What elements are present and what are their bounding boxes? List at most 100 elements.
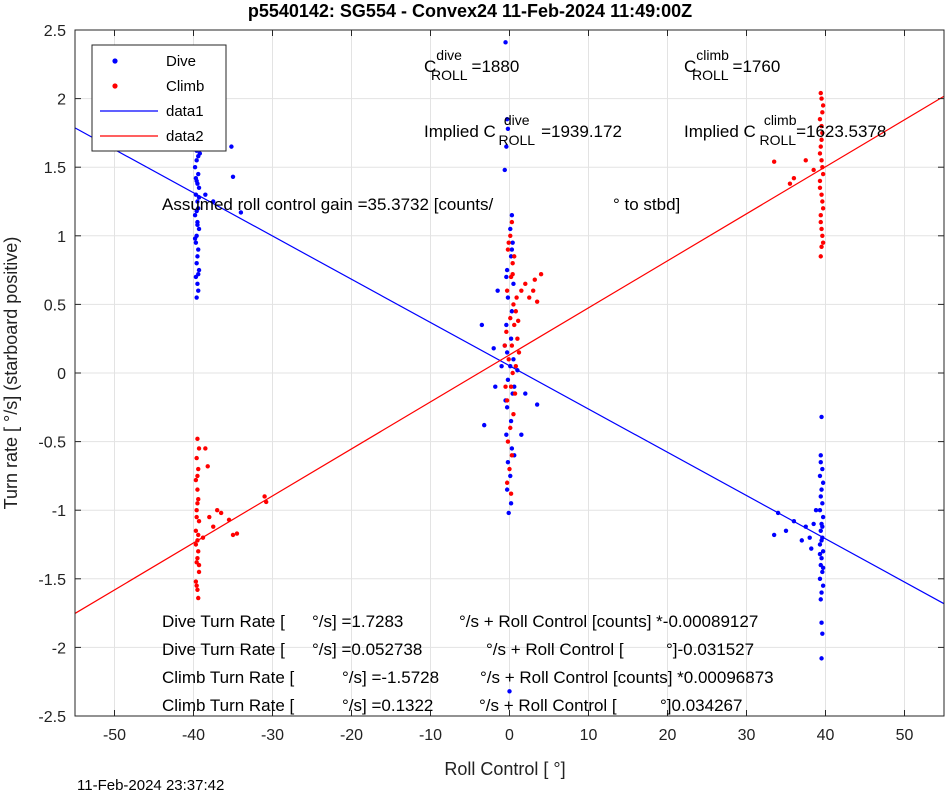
climb-point: [516, 350, 522, 355]
gain-text-left: Assumed roll control gain =35.3732 [coun…: [162, 195, 494, 214]
dive-point: [820, 549, 826, 554]
c-climb-sub: ROLL: [692, 67, 729, 83]
dive-point: [803, 524, 808, 529]
climb-point: [207, 514, 212, 520]
dive-point: [783, 528, 789, 533]
c-dive-prefix: C: [424, 57, 436, 76]
dive-point: [193, 175, 199, 181]
climb-point: [811, 167, 816, 173]
dive-point: [504, 350, 510, 355]
climb-point: [820, 199, 825, 204]
climb-point: [196, 595, 201, 601]
climb-point: [819, 96, 824, 101]
climb-point: [818, 144, 823, 149]
dive-point: [507, 689, 512, 694]
dive-point: [819, 556, 824, 561]
dive-point: [817, 473, 823, 479]
dive-point: [211, 199, 216, 204]
climb-point: [193, 579, 199, 584]
implied-dive-sub: ROLL: [499, 132, 536, 148]
climb-point: [503, 384, 508, 389]
dive-point: [196, 288, 201, 293]
climb-point: [196, 446, 202, 451]
c-climb-roll: Cclimb ROLL =1760: [684, 47, 780, 83]
dive-point: [771, 532, 777, 538]
legend-dive-marker: [112, 58, 118, 64]
climb-point: [817, 151, 823, 156]
dive-point: [820, 514, 826, 520]
y-tick-label: 2.5: [44, 23, 66, 40]
dive-point: [508, 501, 514, 506]
dive-point: [512, 384, 517, 389]
implied-c-dive: Implied C dive ROLL =1939.172: [424, 112, 622, 148]
climb-point: [817, 178, 823, 184]
dive-point: [818, 597, 823, 602]
climb-point: [195, 556, 200, 561]
y-tick-label: -2: [52, 640, 66, 657]
dive-point: [196, 195, 202, 200]
dive-point: [504, 267, 510, 273]
dive-point: [508, 336, 514, 341]
climb-point: [194, 508, 199, 513]
dive-point: [818, 528, 823, 533]
dive-point: [196, 171, 201, 177]
eq3-part-b: °/s] =-1.5728: [342, 668, 439, 687]
climb-point: [509, 453, 515, 458]
dive-point: [510, 240, 515, 245]
climb-point: [200, 535, 206, 540]
climb-point: [523, 281, 528, 287]
dive-point: [192, 236, 198, 241]
climb-point: [819, 137, 824, 142]
climb-point: [195, 587, 200, 592]
climb-point: [193, 477, 199, 483]
climb-point: [504, 329, 509, 335]
eq2-part-b: °/s] =0.052738: [312, 640, 422, 659]
climb-point: [195, 473, 200, 479]
climb-point: [193, 542, 199, 547]
dive-point: [809, 546, 814, 551]
dive-point: [820, 569, 825, 575]
c-climb-sup: climb: [696, 47, 729, 63]
dive-point: [820, 583, 826, 588]
equation-dive-counts: Dive Turn Rate [ °/s] =1.7283 °/s + Roll…: [162, 612, 758, 631]
c-dive-value: =1880: [472, 57, 520, 76]
y-tick-label: 0.5: [44, 297, 66, 314]
climb-point: [196, 569, 202, 575]
climb-point: [820, 206, 826, 211]
y-tick-labels: -2.5 -2 -1.5 -1 -0.5 0 0.5 1 1.5 2 2.5: [38, 23, 66, 726]
dive-point: [807, 535, 812, 540]
climb-point: [803, 158, 808, 163]
x-tick-label: 0: [505, 727, 514, 744]
climb-point: [519, 288, 524, 293]
dive-point: [791, 518, 797, 524]
climb-point: [505, 247, 511, 252]
legend-box: [91, 44, 227, 152]
climb-point: [818, 254, 823, 259]
climb-point: [234, 531, 240, 536]
dive-point: [196, 272, 201, 277]
annotations: Cdive ROLL =1880 Cclimb ROLL =1760 Implied C…: [162, 47, 886, 715]
dive-point: [509, 446, 515, 451]
dive-point: [819, 487, 824, 492]
climb-point: [532, 277, 537, 282]
dive-point: [502, 167, 507, 173]
legend-data2-label: data2: [166, 128, 204, 145]
dive-point: [194, 261, 199, 266]
climb-point: [230, 532, 236, 538]
climb-point: [818, 213, 823, 218]
implied-climb-prefix: Implied C: [684, 122, 756, 141]
dive-point: [482, 422, 487, 428]
x-tick-label: -20: [340, 727, 363, 744]
climb-point: [196, 466, 201, 472]
x-tick-label: 10: [580, 727, 598, 744]
climb-point: [510, 261, 515, 266]
x-tick-label: -10: [419, 727, 442, 744]
y-tick-label: -2.5: [38, 709, 66, 726]
legend-data1-label: data1: [166, 103, 204, 120]
climb-point: [218, 510, 224, 516]
climb-point: [506, 240, 511, 245]
dive-point: [509, 309, 515, 314]
climb-point: [820, 103, 826, 108]
dive-point: [229, 144, 234, 149]
dive-point: [194, 295, 199, 300]
